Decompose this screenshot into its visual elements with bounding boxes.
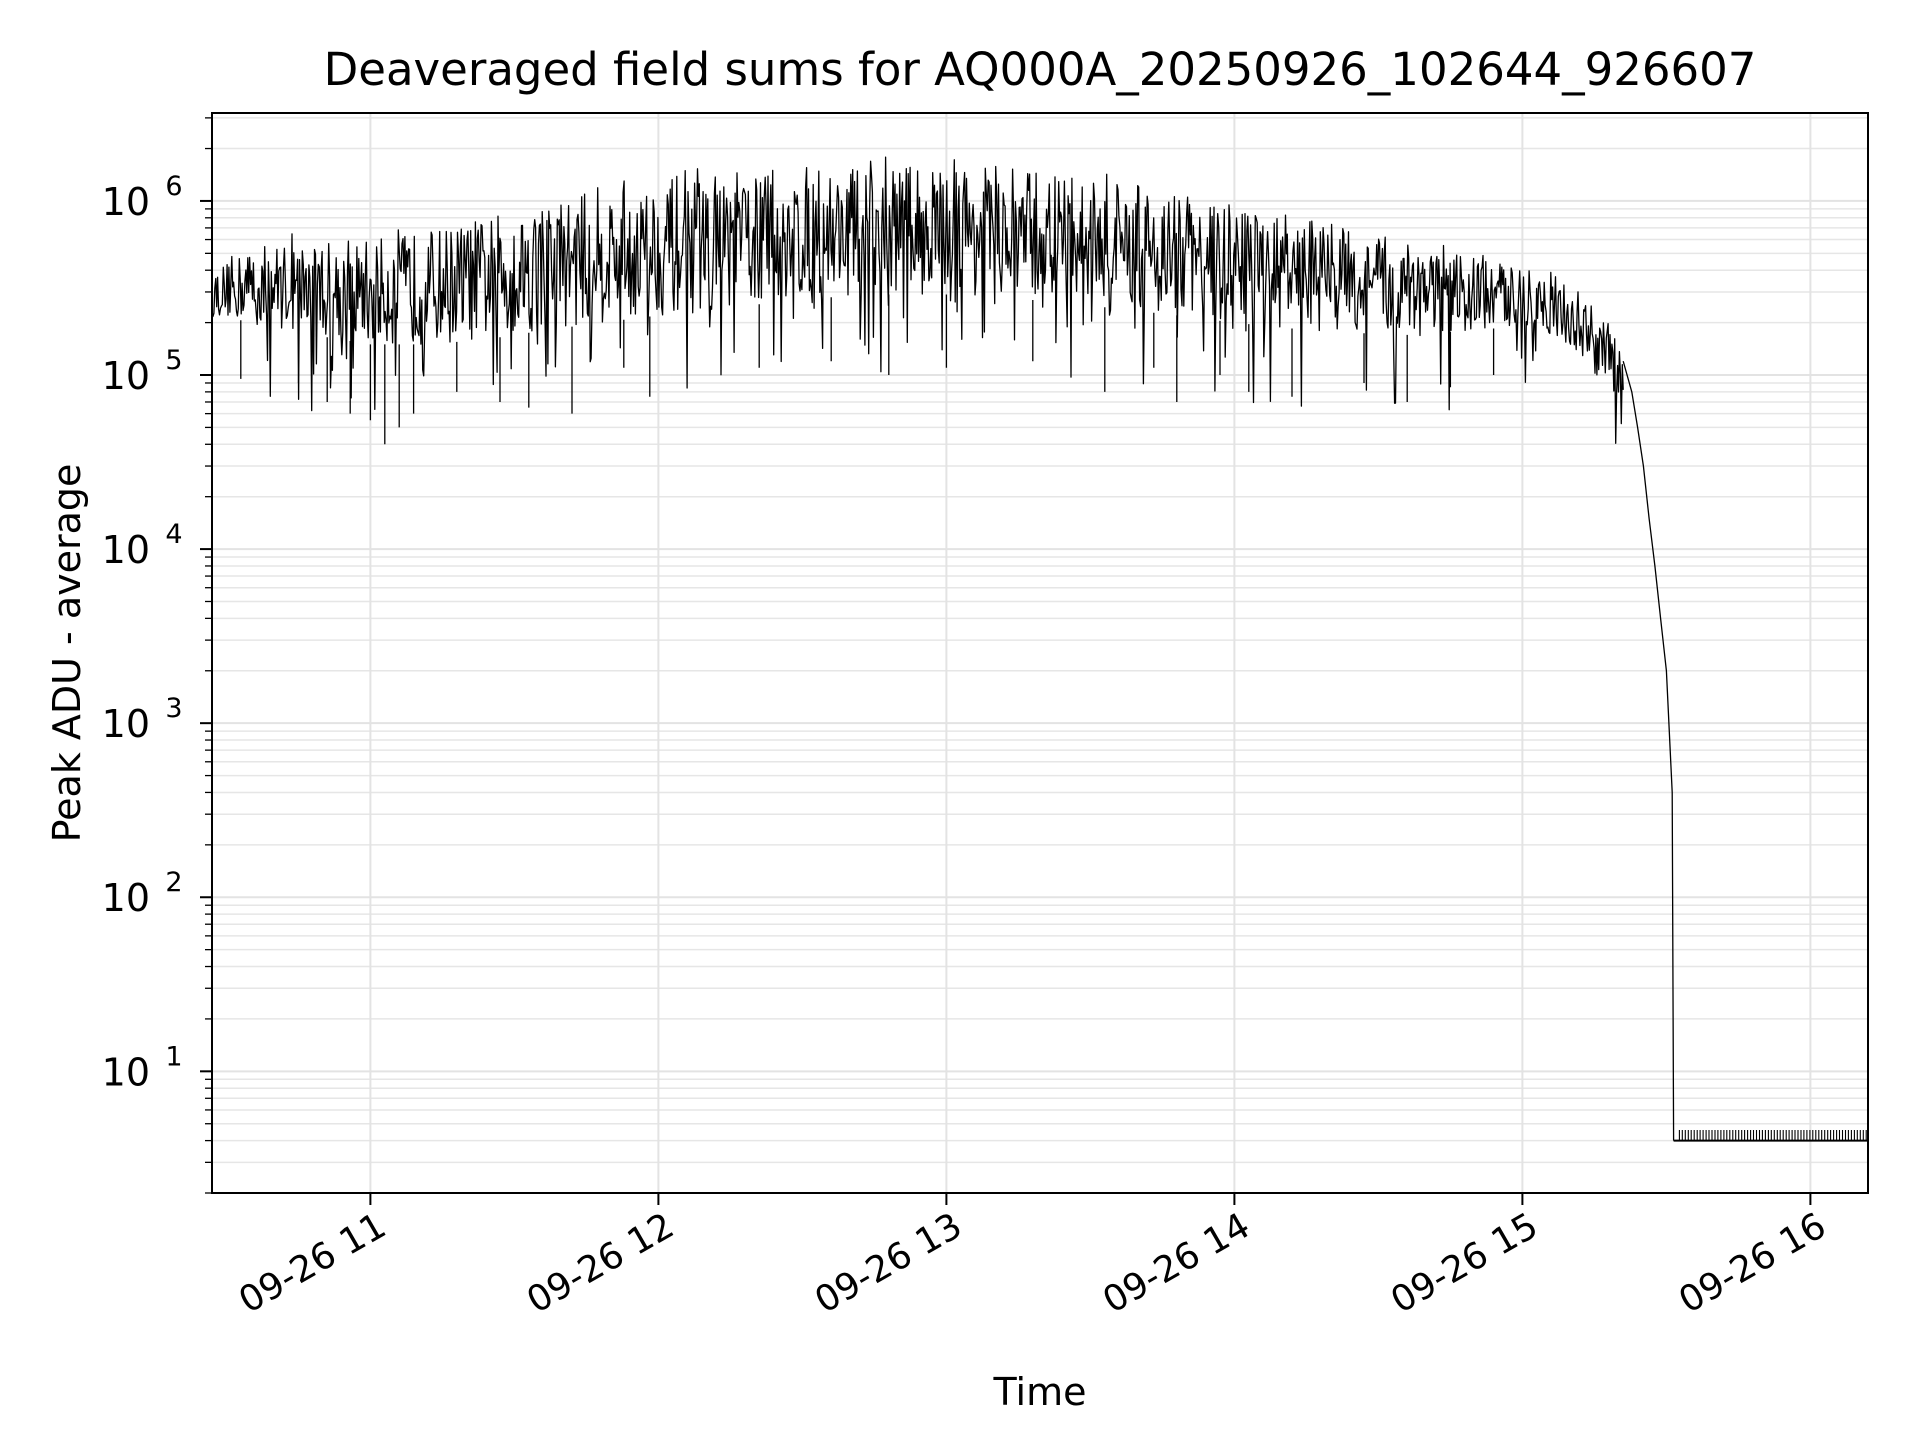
y-tick-base: 10 <box>102 180 150 224</box>
y-tick-label: 10 <box>102 528 150 572</box>
y-tick-exponent: 5 <box>165 345 182 376</box>
y-tick-label: 10 <box>102 1050 150 1094</box>
y-tick-exponent: 4 <box>165 519 182 550</box>
y-tick-label: 10 <box>102 180 150 224</box>
y-tick-base: 10 <box>102 702 150 746</box>
y-tick-base: 10 <box>102 354 150 398</box>
y-tick-base: 10 <box>102 876 150 920</box>
y-tick-exponent: 3 <box>165 693 182 724</box>
y-tick-exponent: 6 <box>165 171 182 202</box>
y-tick-label: 10 <box>102 876 150 920</box>
y-tick-exponent: 2 <box>165 867 182 898</box>
series-floor-spikes <box>1678 1130 1867 1141</box>
y-axis-label: Peak ADU - average <box>45 464 89 843</box>
y-tick-exponent: 1 <box>165 1041 182 1072</box>
series-group <box>211 156 1868 1142</box>
x-axis-label: Time <box>993 1370 1087 1414</box>
minor-gridlines <box>212 117 1868 1194</box>
series-line <box>211 156 1675 1141</box>
chart-title: Deaveraged field sums for AQ000A_2025092… <box>324 43 1757 96</box>
plot-frame <box>211 112 1869 1194</box>
y-tick-base: 10 <box>102 528 150 572</box>
y-tick-base: 10 <box>102 1050 150 1094</box>
y-tick-label: 10 <box>102 702 150 746</box>
y-axis: 10 1 10 2 10 3 10 4 10 5 10 6 <box>102 117 212 1194</box>
y-tick-label: 10 <box>102 354 150 398</box>
